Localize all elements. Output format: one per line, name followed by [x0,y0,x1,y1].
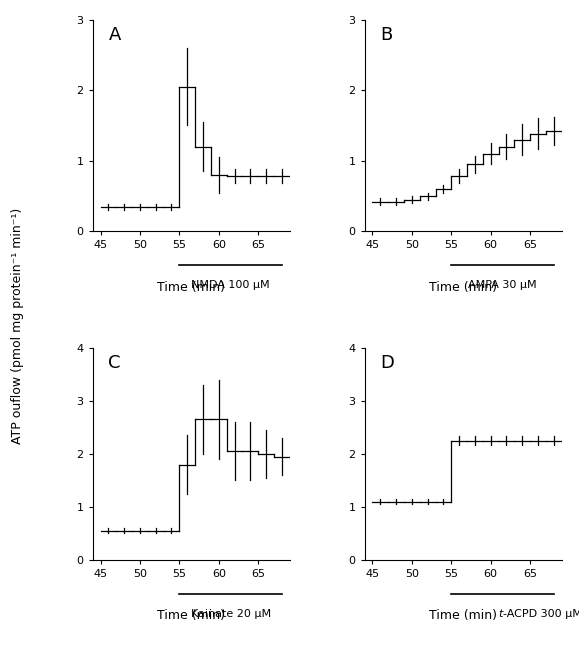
Text: AMPA 30 μM: AMPA 30 μM [468,280,537,290]
X-axis label: Time (min): Time (min) [429,609,497,622]
X-axis label: Time (min): Time (min) [429,281,497,294]
Text: C: C [108,354,121,372]
Text: -ACPD 300 μM: -ACPD 300 μM [503,609,579,618]
X-axis label: Time (min): Time (min) [157,609,225,622]
X-axis label: Time (min): Time (min) [157,281,225,294]
Text: A: A [108,26,121,44]
Text: ATP ouflow (pmol mg protein⁻¹ min⁻¹): ATP ouflow (pmol mg protein⁻¹ min⁻¹) [11,208,24,443]
Text: t: t [498,609,503,618]
Text: NMDA 100 μM: NMDA 100 μM [191,280,270,290]
Text: Kainate 20 μM: Kainate 20 μM [190,609,270,618]
Text: D: D [380,354,394,372]
Text: B: B [380,26,393,44]
